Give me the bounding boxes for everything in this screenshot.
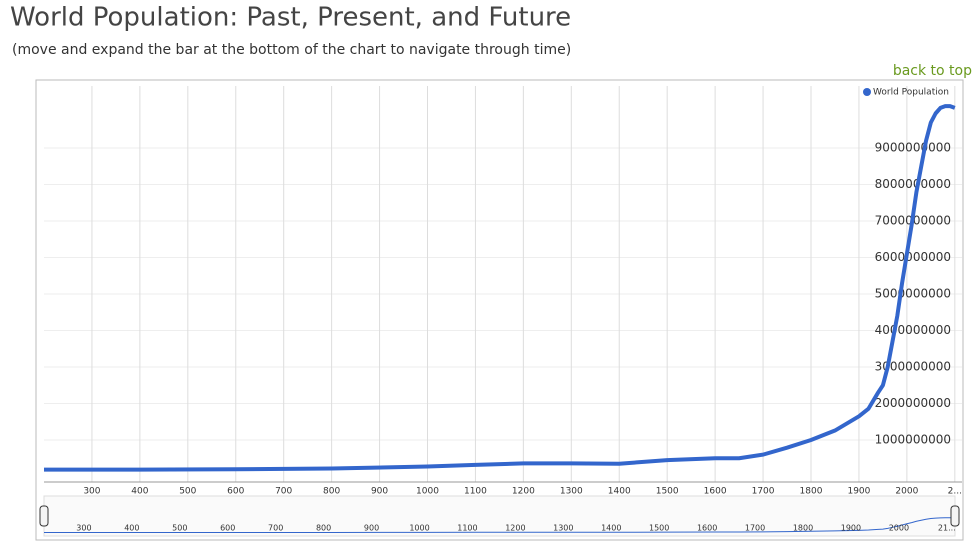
x-tick-label: 1900 — [847, 487, 870, 497]
navigator-tick-label: 400 — [124, 524, 139, 533]
navigator-handle[interactable] — [39, 505, 49, 527]
y-tick-label: 6000000000 — [875, 250, 951, 264]
y-tick-label: 9000000000 — [875, 141, 951, 155]
x-tick-label: 1100 — [464, 487, 487, 497]
data-line — [44, 104, 956, 472]
navigator-tick-label: 1900 — [841, 524, 861, 533]
chart-frame — [35, 79, 964, 541]
y-tick-label: 4000000000 — [875, 323, 951, 337]
navigator-tick-label: 1700 — [745, 524, 765, 533]
x-tick-label: 1600 — [704, 487, 727, 497]
x-tick-label: 2000 — [895, 487, 918, 497]
legend-marker — [863, 88, 871, 96]
back-to-top-link[interactable]: back to top — [893, 63, 972, 79]
navigator[interactable] — [43, 495, 956, 537]
navigator-tick-label: 900 — [364, 524, 379, 533]
x-tick-label: 1800 — [800, 487, 823, 497]
y-tick-label: 8000000000 — [875, 177, 951, 191]
legend-label: World Population — [873, 88, 949, 98]
navigator-tick-label: 500 — [172, 524, 187, 533]
navigator-tick-label: 800 — [316, 524, 331, 533]
x-tick-label: 500 — [179, 487, 196, 497]
navigator-tick-label: 1300 — [553, 524, 573, 533]
navigator-line — [44, 517, 955, 533]
navigator-tick-label: 1000 — [409, 524, 429, 533]
navigator-tick-label: 1200 — [505, 524, 525, 533]
navigator-tick-label: 600 — [220, 524, 235, 533]
x-tick-label: 900 — [371, 487, 388, 497]
x-tick-label: 1400 — [608, 487, 631, 497]
x-tick-label: 400 — [131, 487, 148, 497]
navigator-tick-label: 1500 — [649, 524, 669, 533]
x-tick-label: 1200 — [512, 487, 535, 497]
x-tick-label: 600 — [227, 487, 244, 497]
chart-title: World Population: Past, Present, and Fut… — [10, 3, 571, 33]
x-tick-label: 300 — [83, 487, 100, 497]
x-tick-label: 1500 — [656, 487, 679, 497]
y-tick-label: 1000000000 — [875, 433, 951, 447]
x-tick-label: 700 — [275, 487, 292, 497]
y-tick-label: 2000000000 — [875, 396, 951, 410]
x-tick-label: 2... — [948, 487, 962, 497]
chart-subtitle: (move and expand the bar at the bottom o… — [12, 42, 571, 58]
x-tick-label: 1300 — [560, 487, 583, 497]
x-tick-label: 800 — [323, 487, 340, 497]
x-tick-label: 1700 — [752, 487, 775, 497]
navigator-tick-label: 21... — [938, 524, 956, 533]
navigator-tick-label: 300 — [76, 524, 91, 533]
y-tick-label: 5000000000 — [875, 287, 951, 301]
y-tick-label: 3000000000 — [875, 360, 951, 374]
navigator-tick-label: 1600 — [697, 524, 717, 533]
navigator-tick-label: 1100 — [457, 524, 477, 533]
navigator-tick-label: 1400 — [601, 524, 621, 533]
navigator-tick-label: 2000 — [889, 524, 909, 533]
navigator-handle[interactable] — [950, 505, 960, 527]
navigator-tick-label: 1800 — [793, 524, 813, 533]
x-tick-label: 1000 — [416, 487, 439, 497]
navigator-tick-label: 700 — [268, 524, 283, 533]
